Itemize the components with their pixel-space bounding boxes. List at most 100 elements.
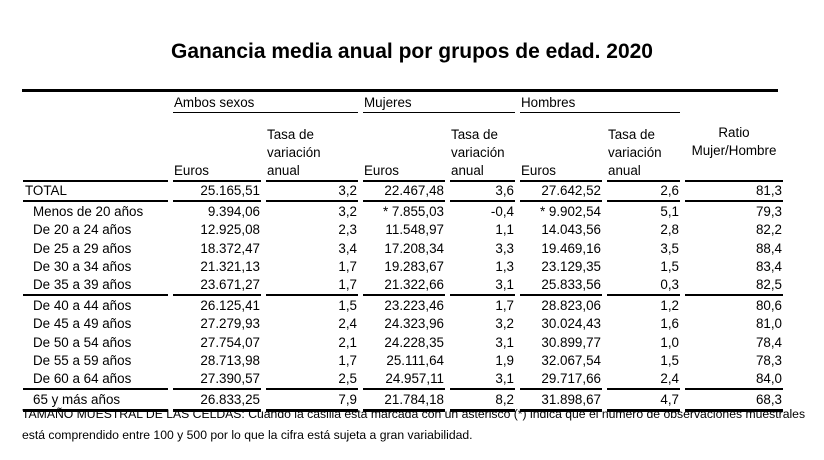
cell-value: 3,3 [495, 240, 514, 256]
cell-value: 21.321,13 [200, 258, 260, 274]
cell-value: 1,3 [495, 258, 514, 274]
row-label: De 55 a 59 años [33, 352, 132, 368]
header-euros: Euros [520, 113, 602, 182]
table-row: De 20 a 24 años 12.925,08 2,3 11.548,97 1,1 1… [23, 221, 783, 239]
cell-value: 1,2 [660, 297, 679, 313]
cell-value: 3,1 [450, 276, 515, 297]
cell-value: 7,9 [266, 390, 358, 412]
row-label: De 30 a 34 años [33, 258, 132, 274]
cell-value: 1,7 [338, 352, 357, 368]
row-label: De 50 a 54 años [33, 334, 132, 350]
row-label: De 25 a 29 años [33, 240, 132, 256]
group-ambos-sexos: Ambos sexos [173, 94, 358, 113]
group-hombres: Hombres [520, 94, 680, 113]
header-tasa: Tasa de variación anual [266, 113, 358, 182]
cell-value: 11.548,97 [385, 222, 444, 238]
row-label: De 20 a 24 años [33, 222, 132, 238]
cell-value: 1,7 [338, 258, 357, 274]
cell-value: 23.223,46 [384, 297, 444, 313]
table-row: De 60 a 64 años 27.390,57 2,5 24.957,11 3,1 2… [23, 370, 783, 391]
cell-value: 0,3 [607, 276, 680, 297]
cell-value: 8,2 [450, 390, 515, 412]
cell-value: 2,6 [607, 182, 680, 203]
cell-value: 23.129,35 [541, 258, 601, 274]
cell-value: 12.925,08 [200, 222, 260, 238]
cell-value: 81,3 [685, 182, 783, 203]
cell-value: 4,7 [607, 390, 680, 412]
cell-value: 68,3 [685, 390, 783, 412]
earnings-table: Ambos sexos Mujeres Hombres Euros Tasa d… [18, 94, 788, 412]
cell-value: 3,2 [495, 316, 514, 332]
cell-value: 25.111,64 [386, 352, 444, 368]
table-row: De 30 a 34 años 21.321,13 1,7 19.283,67 1,3 2… [23, 258, 783, 276]
row-label: De 60 a 64 años [23, 370, 168, 391]
cell-value: 30.024,43 [541, 316, 601, 332]
table-row: De 40 a 44 años 26.125,41 1,5 23.223,46 1,7 2… [23, 296, 783, 314]
cell-value: 3,2 [266, 182, 358, 203]
header-tasa: Tasa de variación anual [607, 113, 680, 182]
row-label: 65 y más años [23, 390, 168, 412]
cell-value: 27.279,93 [200, 316, 260, 332]
cell-value: 9.394,06 [207, 203, 260, 219]
cell-value: 24.957,11 [363, 370, 445, 391]
cell-value: 26.833,25 [173, 390, 261, 412]
cell-value: 17.208,34 [384, 240, 444, 256]
cell-value: 19.469,16 [541, 240, 601, 256]
cell-value: 2,5 [266, 370, 358, 391]
table-row: 65 y más años 26.833,25 7,9 21.784,18 8,2 31.… [23, 390, 783, 412]
cell-value: 27.754,07 [200, 334, 260, 350]
group-mujeres: Mujeres [363, 94, 515, 113]
table-row: De 45 a 49 años 27.279,93 2,4 24.323,96 3,2 3… [23, 315, 783, 333]
cell-value: 26.125,41 [200, 297, 260, 313]
header-ratio: Ratio Mujer/Hombre [685, 113, 783, 182]
group-header-row: Ambos sexos Mujeres Hombres [23, 94, 783, 113]
cell-value: 31.898,67 [520, 390, 602, 412]
cell-value: 1,5 [338, 297, 357, 313]
cell-value: 3,5 [660, 240, 679, 256]
cell-value: 2,8 [660, 222, 679, 238]
cell-value: 78,4 [755, 334, 782, 350]
cell-value: 2,3 [338, 222, 357, 238]
cell-value: 21.322,66 [363, 276, 445, 297]
cell-value: 27.390,57 [173, 370, 261, 391]
column-header-row: Euros Tasa de variación anual Euros Tasa d… [23, 113, 783, 182]
cell-value: 81,0 [755, 316, 782, 332]
header-euros: Euros [173, 113, 261, 182]
table-row: De 25 a 29 años 18.372,47 3,4 17.208,34 3,3 1… [23, 239, 783, 257]
cell-value: 23.671,27 [173, 276, 261, 297]
cell-value: 88,4 [755, 240, 782, 256]
cell-value: 3,4 [338, 240, 357, 256]
cell-value: 5,1 [660, 203, 679, 219]
cell-value: 79,3 [755, 203, 782, 219]
cell-value: 18.372,47 [200, 240, 260, 256]
header-euros: Euros [363, 113, 445, 182]
cell-value: 84,0 [685, 370, 783, 391]
top-rule [22, 89, 778, 92]
cell-value: 1,7 [495, 297, 514, 313]
cell-value: 22.467,48 [363, 182, 445, 203]
cell-value: 2,1 [338, 334, 357, 350]
cell-value: * 9.902,54 [539, 203, 601, 219]
row-label: De 40 a 44 años [33, 297, 132, 313]
row-label: TOTAL [23, 182, 168, 203]
cell-value: 19.283,67 [384, 258, 444, 274]
cell-value: 2,4 [607, 370, 680, 391]
cell-value: 82,5 [685, 276, 783, 297]
cell-value: -0,4 [490, 203, 514, 219]
cell-value: 1,6 [660, 316, 679, 332]
cell-value: 21.784,18 [363, 390, 445, 412]
header-tasa: Tasa de variación anual [450, 113, 515, 182]
cell-value: 1,9 [495, 352, 514, 368]
table-row: De 55 a 59 años 28.713,98 1,7 25.111,64 1,9 3… [23, 352, 783, 370]
table-row: De 35 a 39 años 23.671,27 1,7 21.322,66 3,1 2… [23, 276, 783, 297]
table-row: TOTAL 25.165,51 3,2 22.467,48 3,6 27.642,52 2,… [23, 182, 783, 203]
cell-value: 32.067,54 [541, 352, 601, 368]
row-label: De 35 a 39 años [23, 276, 168, 297]
cell-value: 25.833,56 [520, 276, 602, 297]
cell-value: 29.717,66 [520, 370, 602, 391]
cell-value: 80,6 [755, 297, 782, 313]
cell-value: 14.043,56 [541, 222, 601, 238]
cell-value: 82,2 [755, 222, 782, 238]
cell-value: 1,7 [266, 276, 358, 297]
cell-value: 1,1 [495, 222, 514, 238]
